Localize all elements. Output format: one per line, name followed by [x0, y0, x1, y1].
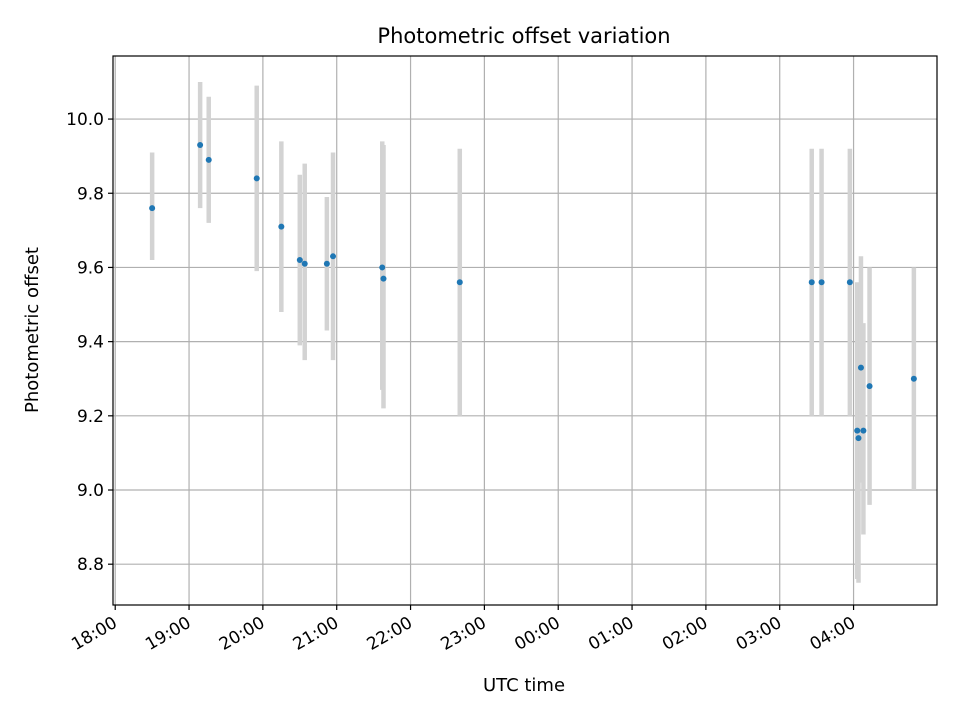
data-point — [910, 375, 917, 382]
data-point — [818, 279, 825, 286]
data-point — [855, 435, 862, 442]
data-point — [808, 279, 815, 286]
data-point — [149, 205, 156, 212]
data-point — [846, 279, 853, 286]
data-point — [380, 275, 387, 282]
y-tick-label: 8.8 — [77, 555, 104, 575]
data-point — [379, 264, 386, 271]
y-tick-label: 10.0 — [66, 110, 104, 130]
chart-title: Photometric offset variation — [377, 24, 670, 48]
data-point — [854, 427, 861, 434]
y-tick-label: 9.8 — [77, 184, 104, 204]
data-points — [149, 142, 917, 442]
data-point — [330, 253, 337, 260]
data-point — [860, 427, 867, 434]
data-point — [323, 260, 330, 267]
y-tick-label: 9.2 — [77, 407, 104, 427]
data-point — [278, 223, 285, 230]
y-axis-ticks: 8.8 9.0 9.2 9.4 9.6 9.8 10.0 — [66, 110, 113, 575]
data-point — [205, 156, 212, 163]
y-tick-label: 9.4 — [77, 333, 104, 353]
plot-frame — [112, 55, 938, 606]
grid-lines — [113, 56, 937, 605]
data-point — [253, 175, 260, 182]
data-point — [456, 279, 463, 286]
x-axis-label: UTC time — [483, 675, 565, 696]
data-point — [197, 142, 204, 149]
data-point — [866, 383, 873, 390]
data-point — [857, 364, 864, 371]
data-point — [296, 257, 303, 264]
y-tick-label: 9.0 — [77, 481, 104, 501]
data-point — [301, 260, 308, 267]
y-tick-label: 9.6 — [77, 258, 104, 278]
y-axis-label: Photometric offset — [22, 247, 43, 413]
